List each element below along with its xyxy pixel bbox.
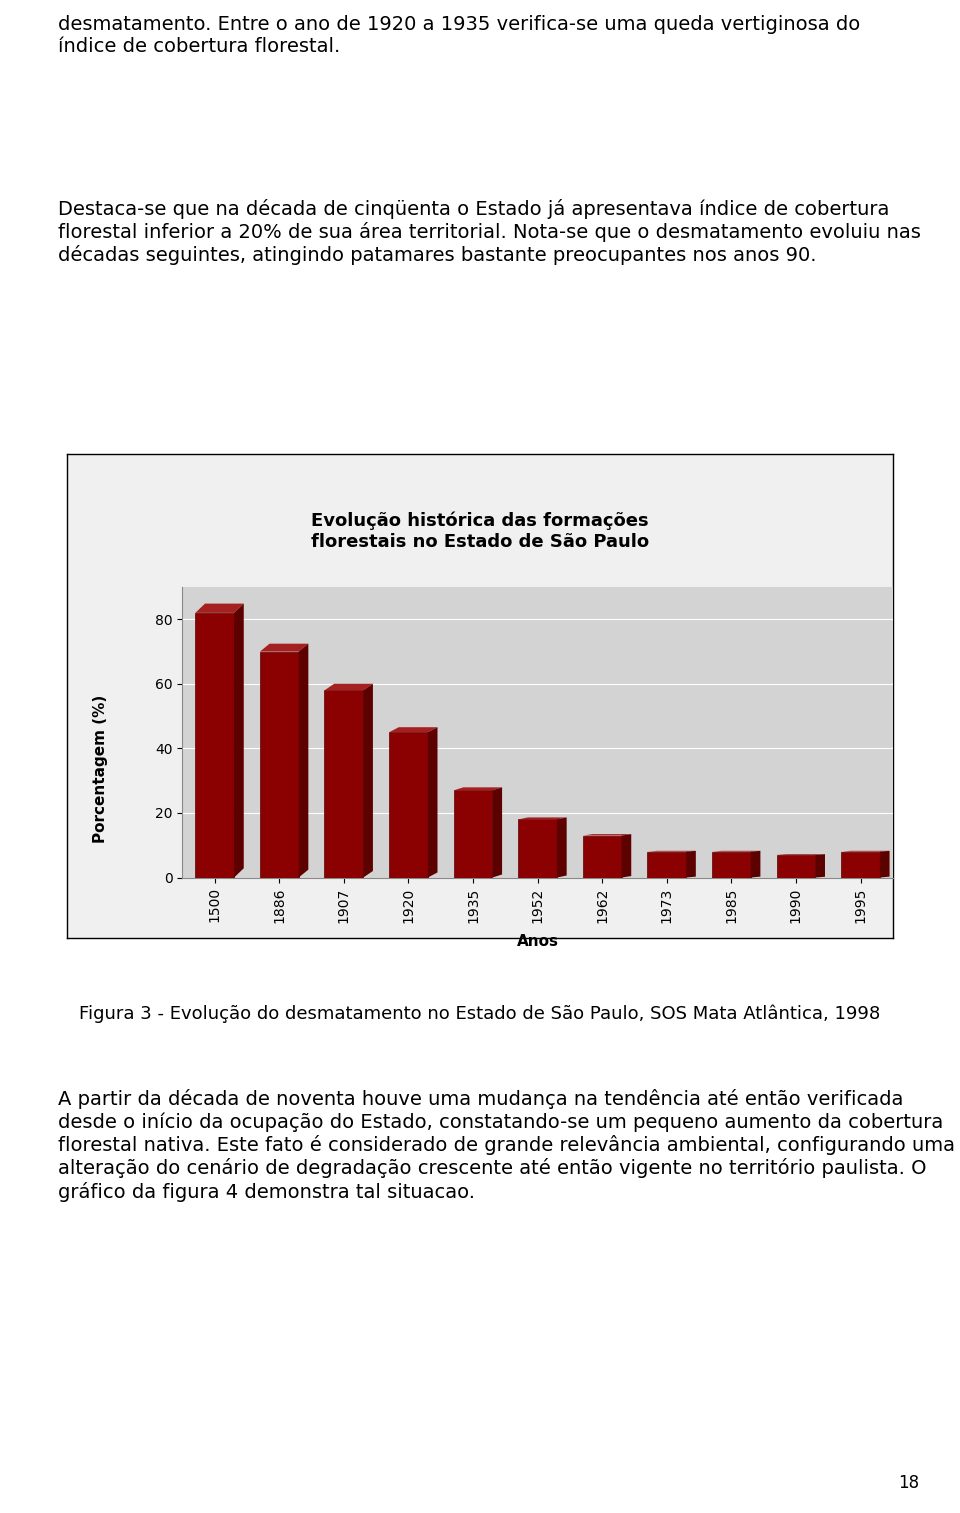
Bar [712,852,751,878]
Polygon shape [751,850,760,878]
Polygon shape [324,684,372,690]
Bar [777,855,815,878]
Polygon shape [880,850,890,878]
Text: desmatamento. Entre o ano de 1920 a 1935 verifica-se uma queda vertiginosa do
ín: desmatamento. Entre o ano de 1920 a 1935… [58,15,860,56]
Bar [583,835,621,878]
Polygon shape [557,817,566,878]
Polygon shape [363,684,372,878]
Bar [260,652,299,878]
Polygon shape [686,850,696,878]
Bar [647,852,686,878]
Bar [841,852,880,878]
Polygon shape [299,643,308,878]
Bar [454,790,492,878]
Polygon shape [234,604,244,878]
Bar [195,613,234,878]
Polygon shape [260,643,308,652]
Polygon shape [621,834,632,878]
Polygon shape [518,817,566,820]
Text: Destaca-se que na década de cinqüenta o Estado já apresentava índice de cobertur: Destaca-se que na década de cinqüenta o … [58,200,921,265]
X-axis label: Anos: Anos [516,934,559,949]
Polygon shape [389,728,438,732]
Text: 18: 18 [899,1474,920,1492]
Bar [324,690,363,878]
Bar [518,820,557,878]
Polygon shape [492,787,502,878]
Text: A partir da década de noventa houve uma mudança na tendência até então verificad: A partir da década de noventa houve uma … [58,1089,954,1201]
Text: Porcentagem (%): Porcentagem (%) [93,694,108,843]
Polygon shape [454,787,502,790]
Polygon shape [195,604,244,613]
Text: Evolução histórica das formações
florestais no Estado de São Paulo: Evolução histórica das formações florest… [311,511,649,551]
Bar [389,732,428,878]
Polygon shape [815,855,825,878]
Text: Figura 3 - Evolução do desmatamento no Estado de São Paulo, SOS Mata Atlântica, : Figura 3 - Evolução do desmatamento no E… [80,1005,880,1023]
Polygon shape [428,728,438,878]
